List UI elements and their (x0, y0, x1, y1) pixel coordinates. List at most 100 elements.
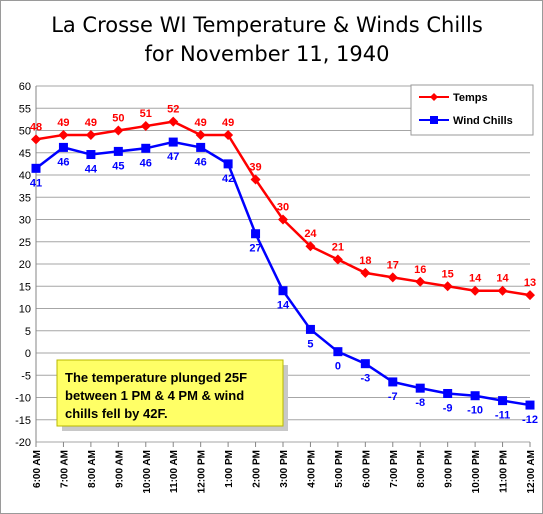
temps-data-label: 14 (469, 273, 482, 285)
wind-chill-data-label: -12 (522, 414, 538, 426)
wind-chill-point (86, 150, 96, 160)
wind-chill-point (278, 286, 288, 296)
x-axis-ticks: 6:00 AM 7:00 AM 8:00 AM 9:00 AM 10:00 AM 11:0… (32, 442, 537, 494)
wind-chill-data-label: -11 (495, 410, 510, 422)
y-tick-label: 10 (19, 304, 31, 316)
x-tick-label: 5:00 PM (334, 450, 345, 488)
x-tick-label: 7:00 AM (59, 450, 70, 488)
temps-point (85, 129, 96, 140)
x-tick-label: 10:00 AM (142, 450, 153, 494)
temps-point (250, 174, 261, 185)
wind-chill-point (498, 396, 508, 406)
temps-point (360, 267, 371, 278)
wind-chill-data-label: 46 (140, 157, 152, 169)
y-tick-label: 5 (25, 326, 31, 338)
y-tick-label: 35 (19, 192, 31, 204)
annotation-line2: between 1 PM & 4 PM & wind (65, 388, 244, 403)
wind-chill-point (360, 359, 370, 369)
wind-chill-point (141, 143, 151, 153)
annotation-line3: chills fell by 42F. (65, 406, 168, 421)
wind-chill-point (525, 400, 535, 410)
x-tick-label: 11:00 PM (499, 450, 510, 493)
temps-data-label: 50 (112, 113, 124, 125)
y-tick-label: 50 (19, 126, 31, 138)
temps-data-label: 30 (277, 202, 289, 214)
temps-point (497, 285, 508, 296)
temps-data-label: 24 (304, 228, 317, 240)
temps-point (305, 241, 316, 252)
legend-temps-marker (430, 93, 438, 101)
wind-chill-data-label: 5 (307, 338, 313, 350)
x-tick-label: 10:00 PM (471, 450, 482, 493)
y-tick-label: 30 (19, 215, 31, 227)
annotation-line1: The temperature plunged 25F (65, 370, 247, 385)
y-tick-label: -20 (15, 437, 31, 449)
x-tick-label: 3:00 PM (279, 450, 290, 488)
wind-chill-data-label: 47 (167, 151, 179, 163)
wind-chill-data-label: -7 (388, 391, 398, 403)
temps-point (442, 281, 453, 292)
x-tick-label: 1:00 PM (224, 450, 235, 488)
temps-data-label: 15 (442, 268, 454, 280)
wind-chill-data-label: 44 (85, 164, 98, 176)
annotation-box: The temperature plunged 25F between 1 PM… (56, 359, 288, 431)
temps-point (168, 116, 179, 127)
wind-chill-point (305, 324, 315, 334)
chart-title-line2: for November 11, 1940 (145, 42, 390, 66)
wind-chill-data-label: 41 (30, 177, 42, 189)
temps-data-label: 14 (496, 273, 509, 285)
y-tick-label: 0 (25, 348, 31, 360)
temps-data-label: 39 (249, 161, 261, 173)
temps-point (387, 272, 398, 283)
wind-chill-point (223, 159, 233, 169)
wind-chill-data-label: 42 (222, 173, 234, 185)
temps-data-label: 52 (167, 104, 179, 116)
temps-data-label: 49 (57, 117, 69, 129)
legend-windchills-label: Wind Chills (453, 115, 513, 127)
chart-title-line1: La Crosse WI Temperature & Winds Chills (51, 13, 483, 37)
wind-chill-point (168, 137, 178, 147)
y-tick-label: 40 (19, 170, 31, 182)
temps-point (332, 254, 343, 265)
wind-chill-data-label: 27 (249, 243, 261, 255)
temps-point (31, 134, 41, 145)
x-tick-label: 7:00 PM (389, 450, 400, 488)
temps-point (223, 129, 234, 140)
series-layer (31, 116, 535, 410)
x-tick-label: 9:00 PM (444, 450, 455, 488)
temps-point (415, 276, 426, 287)
wind-chill-point (333, 347, 343, 357)
temps-data-label: 21 (332, 242, 344, 254)
temps-point (278, 214, 288, 225)
x-tick-label: 6:00 PM (361, 450, 372, 488)
legend-windchills-marker (430, 116, 438, 124)
legend-box (410, 84, 534, 136)
temps-point (113, 125, 124, 136)
y-axis-ticks: -20 -15 -10 -5 0 5 10 15 20 25 30 35 40 45 50 55 60 (15, 81, 31, 449)
legend: Temps Wind Chills (410, 84, 534, 136)
wind-chill-data-label: 0 (335, 361, 341, 373)
grid-lines (35, 85, 530, 443)
x-tick-label: 9:00 AM (114, 450, 125, 488)
wind-chill-data-label: 14 (277, 300, 290, 312)
temps-data-label: 49 (85, 117, 97, 129)
wind-chill-point (443, 388, 453, 398)
wind-chill-point (58, 142, 68, 152)
wind-chill-point (113, 146, 123, 156)
x-tick-label: 8:00 AM (87, 450, 98, 488)
temps-point (195, 129, 206, 140)
legend-temps-label: Temps (453, 92, 488, 104)
wind-chill-point (388, 377, 398, 387)
wind-chill-data-label: 46 (57, 156, 69, 168)
temps-data-label: 16 (414, 264, 426, 276)
annotation-background (56, 359, 284, 427)
wind-chill-point (196, 142, 206, 152)
wind-chill-data-label: -8 (415, 397, 425, 409)
wind-chill-data-label: 46 (195, 156, 207, 168)
temps-data-label: 51 (140, 108, 152, 120)
x-tick-label: 4:00 PM (306, 450, 317, 488)
y-tick-label: 25 (19, 237, 31, 249)
